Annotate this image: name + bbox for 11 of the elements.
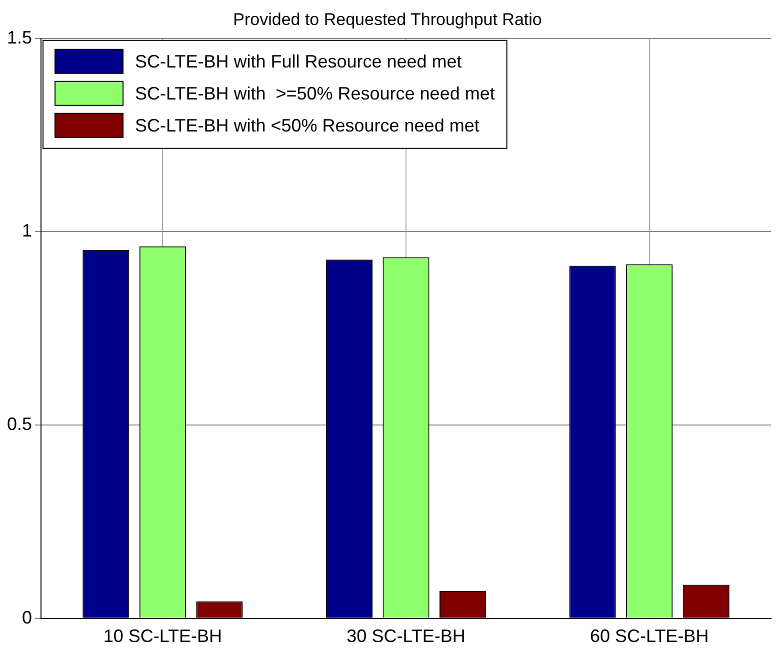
x-tick-label: 30 SC-LTE-BH xyxy=(346,626,466,646)
x-tick-label: 60 SC-LTE-BH xyxy=(590,626,709,646)
legend-label: SC-LTE-BH with >=50% Resource need met xyxy=(135,83,495,104)
y-tick-label: 1 xyxy=(22,220,32,241)
y-tick-label: 1.5 xyxy=(6,27,32,48)
legend-label: SC-LTE-BH with Full Resource need met xyxy=(135,51,462,72)
y-tick-label: 0.5 xyxy=(6,414,32,434)
y-tick-label: 0 xyxy=(22,607,32,628)
legend-label: SC-LTE-BH with <50% Resource need met xyxy=(135,115,480,136)
x-tick-label: 10 SC-LTE-BH xyxy=(103,626,222,646)
chart-title: Provided to Requested Throughput Ratio xyxy=(233,10,542,29)
